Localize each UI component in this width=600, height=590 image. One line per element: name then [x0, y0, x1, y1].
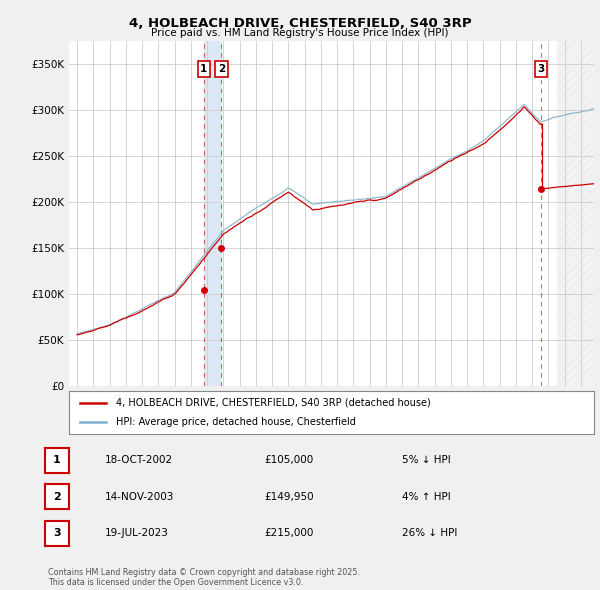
Text: 14-NOV-2003: 14-NOV-2003: [105, 492, 175, 502]
Text: HPI: Average price, detached house, Chesterfield: HPI: Average price, detached house, Ches…: [116, 417, 356, 427]
Text: 26% ↓ HPI: 26% ↓ HPI: [402, 529, 457, 538]
Text: 1: 1: [200, 64, 208, 74]
Text: Contains HM Land Registry data © Crown copyright and database right 2025.
This d: Contains HM Land Registry data © Crown c…: [48, 568, 360, 587]
Text: 19-JUL-2023: 19-JUL-2023: [105, 529, 169, 538]
Bar: [204, 41, 221, 386]
Text: 3: 3: [538, 64, 545, 74]
Text: 4, HOLBEACH DRIVE, CHESTERFIELD, S40 3RP (detached house): 4, HOLBEACH DRIVE, CHESTERFIELD, S40 3RP…: [116, 398, 431, 408]
Text: £215,000: £215,000: [264, 529, 313, 538]
Text: 18-OCT-2002: 18-OCT-2002: [105, 455, 173, 465]
Bar: [557, 41, 594, 386]
Text: 5% ↓ HPI: 5% ↓ HPI: [402, 455, 451, 465]
Text: Price paid vs. HM Land Registry's House Price Index (HPI): Price paid vs. HM Land Registry's House …: [151, 28, 449, 38]
Text: 4% ↑ HPI: 4% ↑ HPI: [402, 492, 451, 502]
Text: £105,000: £105,000: [264, 455, 313, 465]
Text: 4, HOLBEACH DRIVE, CHESTERFIELD, S40 3RP: 4, HOLBEACH DRIVE, CHESTERFIELD, S40 3RP: [128, 17, 472, 30]
Text: 2: 2: [218, 64, 225, 74]
Text: 3: 3: [53, 529, 61, 538]
Text: 1: 1: [53, 455, 61, 465]
Text: £149,950: £149,950: [264, 492, 314, 502]
Text: 2: 2: [53, 492, 61, 502]
